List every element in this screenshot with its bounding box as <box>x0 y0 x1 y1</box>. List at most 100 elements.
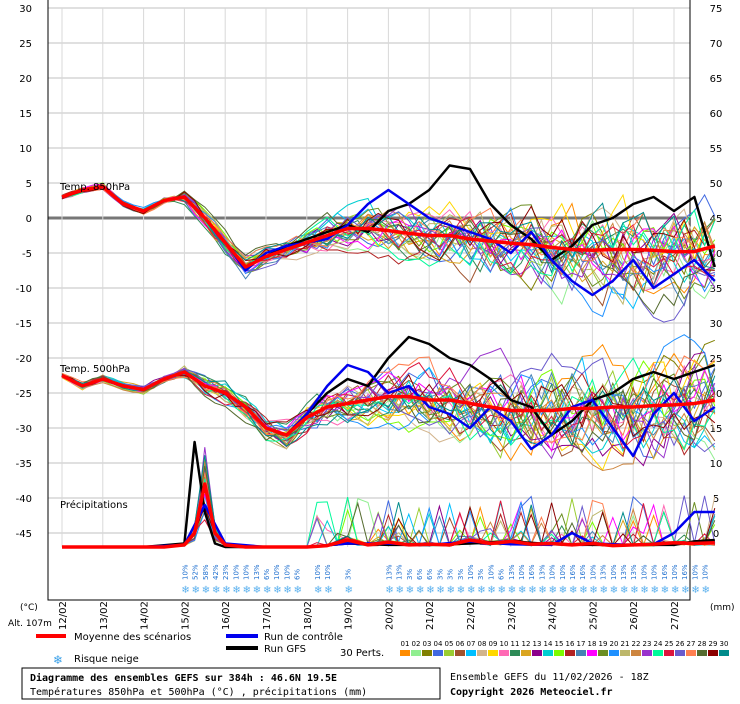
snowflake-icon: ❄ <box>273 585 281 596</box>
y-left-tick-label: 30 <box>19 4 32 15</box>
snowflake-icon: ❄ <box>498 585 506 596</box>
y-right-tick-label: 25 <box>710 354 723 365</box>
pert-legend-number: 18 <box>588 640 597 648</box>
pert-legend-number: 15 <box>555 640 564 648</box>
snowflake-icon: ❄ <box>549 585 557 596</box>
y-left-tick-label: 10 <box>19 144 32 155</box>
pert-legend-swatch <box>598 650 608 656</box>
y-right-tick-label: 75 <box>710 4 723 15</box>
snow-risk-pct: 6% <box>426 569 434 580</box>
snowflake-icon: ❄ <box>681 585 689 596</box>
snowflake-icon: ❄ <box>508 585 516 596</box>
pert-legend-swatch <box>686 650 696 656</box>
panel-label-t500: Temp. 500hPa <box>59 364 130 375</box>
x-tick-label: 12/02 <box>58 601 69 630</box>
y-right-tick-label: 50 <box>710 179 723 190</box>
snow-risk-pct: 13% <box>253 564 261 580</box>
snowflake-icon: ❄ <box>630 585 638 596</box>
snowflake-icon: ❄ <box>518 585 526 596</box>
snow-risk-pct: 16% <box>579 564 587 580</box>
run-info: Ensemble GEFS du 11/02/2026 - 18Z <box>450 672 649 683</box>
x-tick-label: 21/02 <box>425 601 436 630</box>
main-series-lines <box>61 164 717 549</box>
y-right-tick-label: 15 <box>710 424 723 435</box>
y-left-tick-label: 25 <box>19 39 32 50</box>
y-left-tick-label: -15 <box>16 319 32 330</box>
pert-legend-swatch <box>422 650 432 656</box>
pert-legend-swatch <box>609 650 619 656</box>
legend-snow-label: Risque neige <box>74 654 139 665</box>
pert-legend-number: 30 <box>720 640 729 648</box>
snowflake-icon: ❄ <box>447 585 455 596</box>
pert-legend-number: 26 <box>676 640 685 648</box>
pert-legend-swatch <box>620 650 630 656</box>
snow-risk-pct: 13% <box>385 564 393 580</box>
pert-legend-number: 24 <box>654 640 663 648</box>
snow-risk-pct: 23% <box>222 564 230 580</box>
snow-risk-pct: 6% <box>263 569 271 580</box>
perturbation-legend: 01 02 03 04 05 06 07 08 09 10 11 12 13 14 15 16 17 18 19 20… <box>400 640 729 656</box>
snow-risk-pct: 10% <box>467 564 475 580</box>
perturbation-line <box>61 183 716 283</box>
y-left-tick-label: -10 <box>16 284 32 295</box>
panel-label-t850: Temp. 850hPa <box>59 182 130 193</box>
snowflake-icon: ❄ <box>569 585 577 596</box>
mean-precip-line <box>62 482 715 549</box>
pert-legend-swatch <box>675 650 685 656</box>
snow-risk-pct: 3% <box>447 569 455 580</box>
snow-risk-pct: 3% <box>477 569 485 580</box>
y-right-tick-label: 30 <box>710 319 723 330</box>
y-right-tick-label: 60 <box>710 109 723 120</box>
snowflake-icon: ❄ <box>640 585 648 596</box>
snowflake-icon: ❄ <box>416 585 424 596</box>
snowflake-icon: ❄ <box>53 653 63 667</box>
snow-risk-pct: 16% <box>681 564 689 580</box>
pert-legend-number: 17 <box>577 640 586 648</box>
x-tick-label: 20/02 <box>384 601 395 630</box>
snow-risk-pct: 3% <box>457 569 465 580</box>
x-tick-label: 16/02 <box>221 601 232 630</box>
pert-legend-swatch <box>488 650 498 656</box>
pert-legend-swatch <box>510 650 520 656</box>
pert-legend-number: 25 <box>665 640 674 648</box>
pert-legend-swatch <box>554 650 564 656</box>
snow-risk-pct: 10% <box>283 564 291 580</box>
snow-risk-pct: 16% <box>569 564 577 580</box>
y-left-tick-label: 5 <box>26 179 32 190</box>
pert-legend-swatch <box>455 650 465 656</box>
snow-risk-pct: 13% <box>620 564 628 580</box>
pert-legend-swatch <box>543 650 553 656</box>
pert-legend-swatch <box>697 650 707 656</box>
snow-risk-pct: 10% <box>651 564 659 580</box>
snow-risk-pct: 42% <box>212 564 220 580</box>
snow-risk-pct: 10% <box>232 564 240 580</box>
pert-legend-number: 14 <box>544 640 553 648</box>
snowflake-icon: ❄ <box>457 585 465 596</box>
snow-risk-pct: 13% <box>508 564 516 580</box>
snow-risk-pct: 10% <box>243 564 251 580</box>
pert-legend-number: 16 <box>566 640 575 648</box>
pert-legend-number: 01 <box>401 640 410 648</box>
x-tick-label: 19/02 <box>344 601 355 630</box>
snowflake-icon: ❄ <box>426 585 434 596</box>
snow-risk-row: 10%❄52%❄58%❄42%❄23%❄10%❄10%❄13%❄6%❄10%❄1… <box>181 564 710 596</box>
x-tick-label: 25/02 <box>588 601 599 630</box>
snow-risk-pct: 10% <box>559 564 567 580</box>
y-left-tick-label: -5 <box>22 249 32 260</box>
snowflake-icon: ❄ <box>243 585 251 596</box>
pert-legend-number: 05 <box>445 640 454 648</box>
x-tick-label: 15/02 <box>180 601 191 630</box>
snow-risk-pct: 52% <box>192 564 200 580</box>
snowflake-icon: ❄ <box>661 585 669 596</box>
y-right-tick-label: 35 <box>710 284 723 295</box>
snow-risk-pct: 10% <box>610 564 618 580</box>
snow-risk-pct: 10% <box>273 564 281 580</box>
pert-legend-swatch <box>444 650 454 656</box>
snowflake-icon: ❄ <box>671 585 679 596</box>
pert-legend-swatch <box>433 650 443 656</box>
pert-legend-number: 29 <box>709 640 718 648</box>
x-tick-label: 22/02 <box>466 601 477 630</box>
x-tick-label: 24/02 <box>548 601 559 630</box>
snow-risk-pct: 10% <box>702 564 710 580</box>
